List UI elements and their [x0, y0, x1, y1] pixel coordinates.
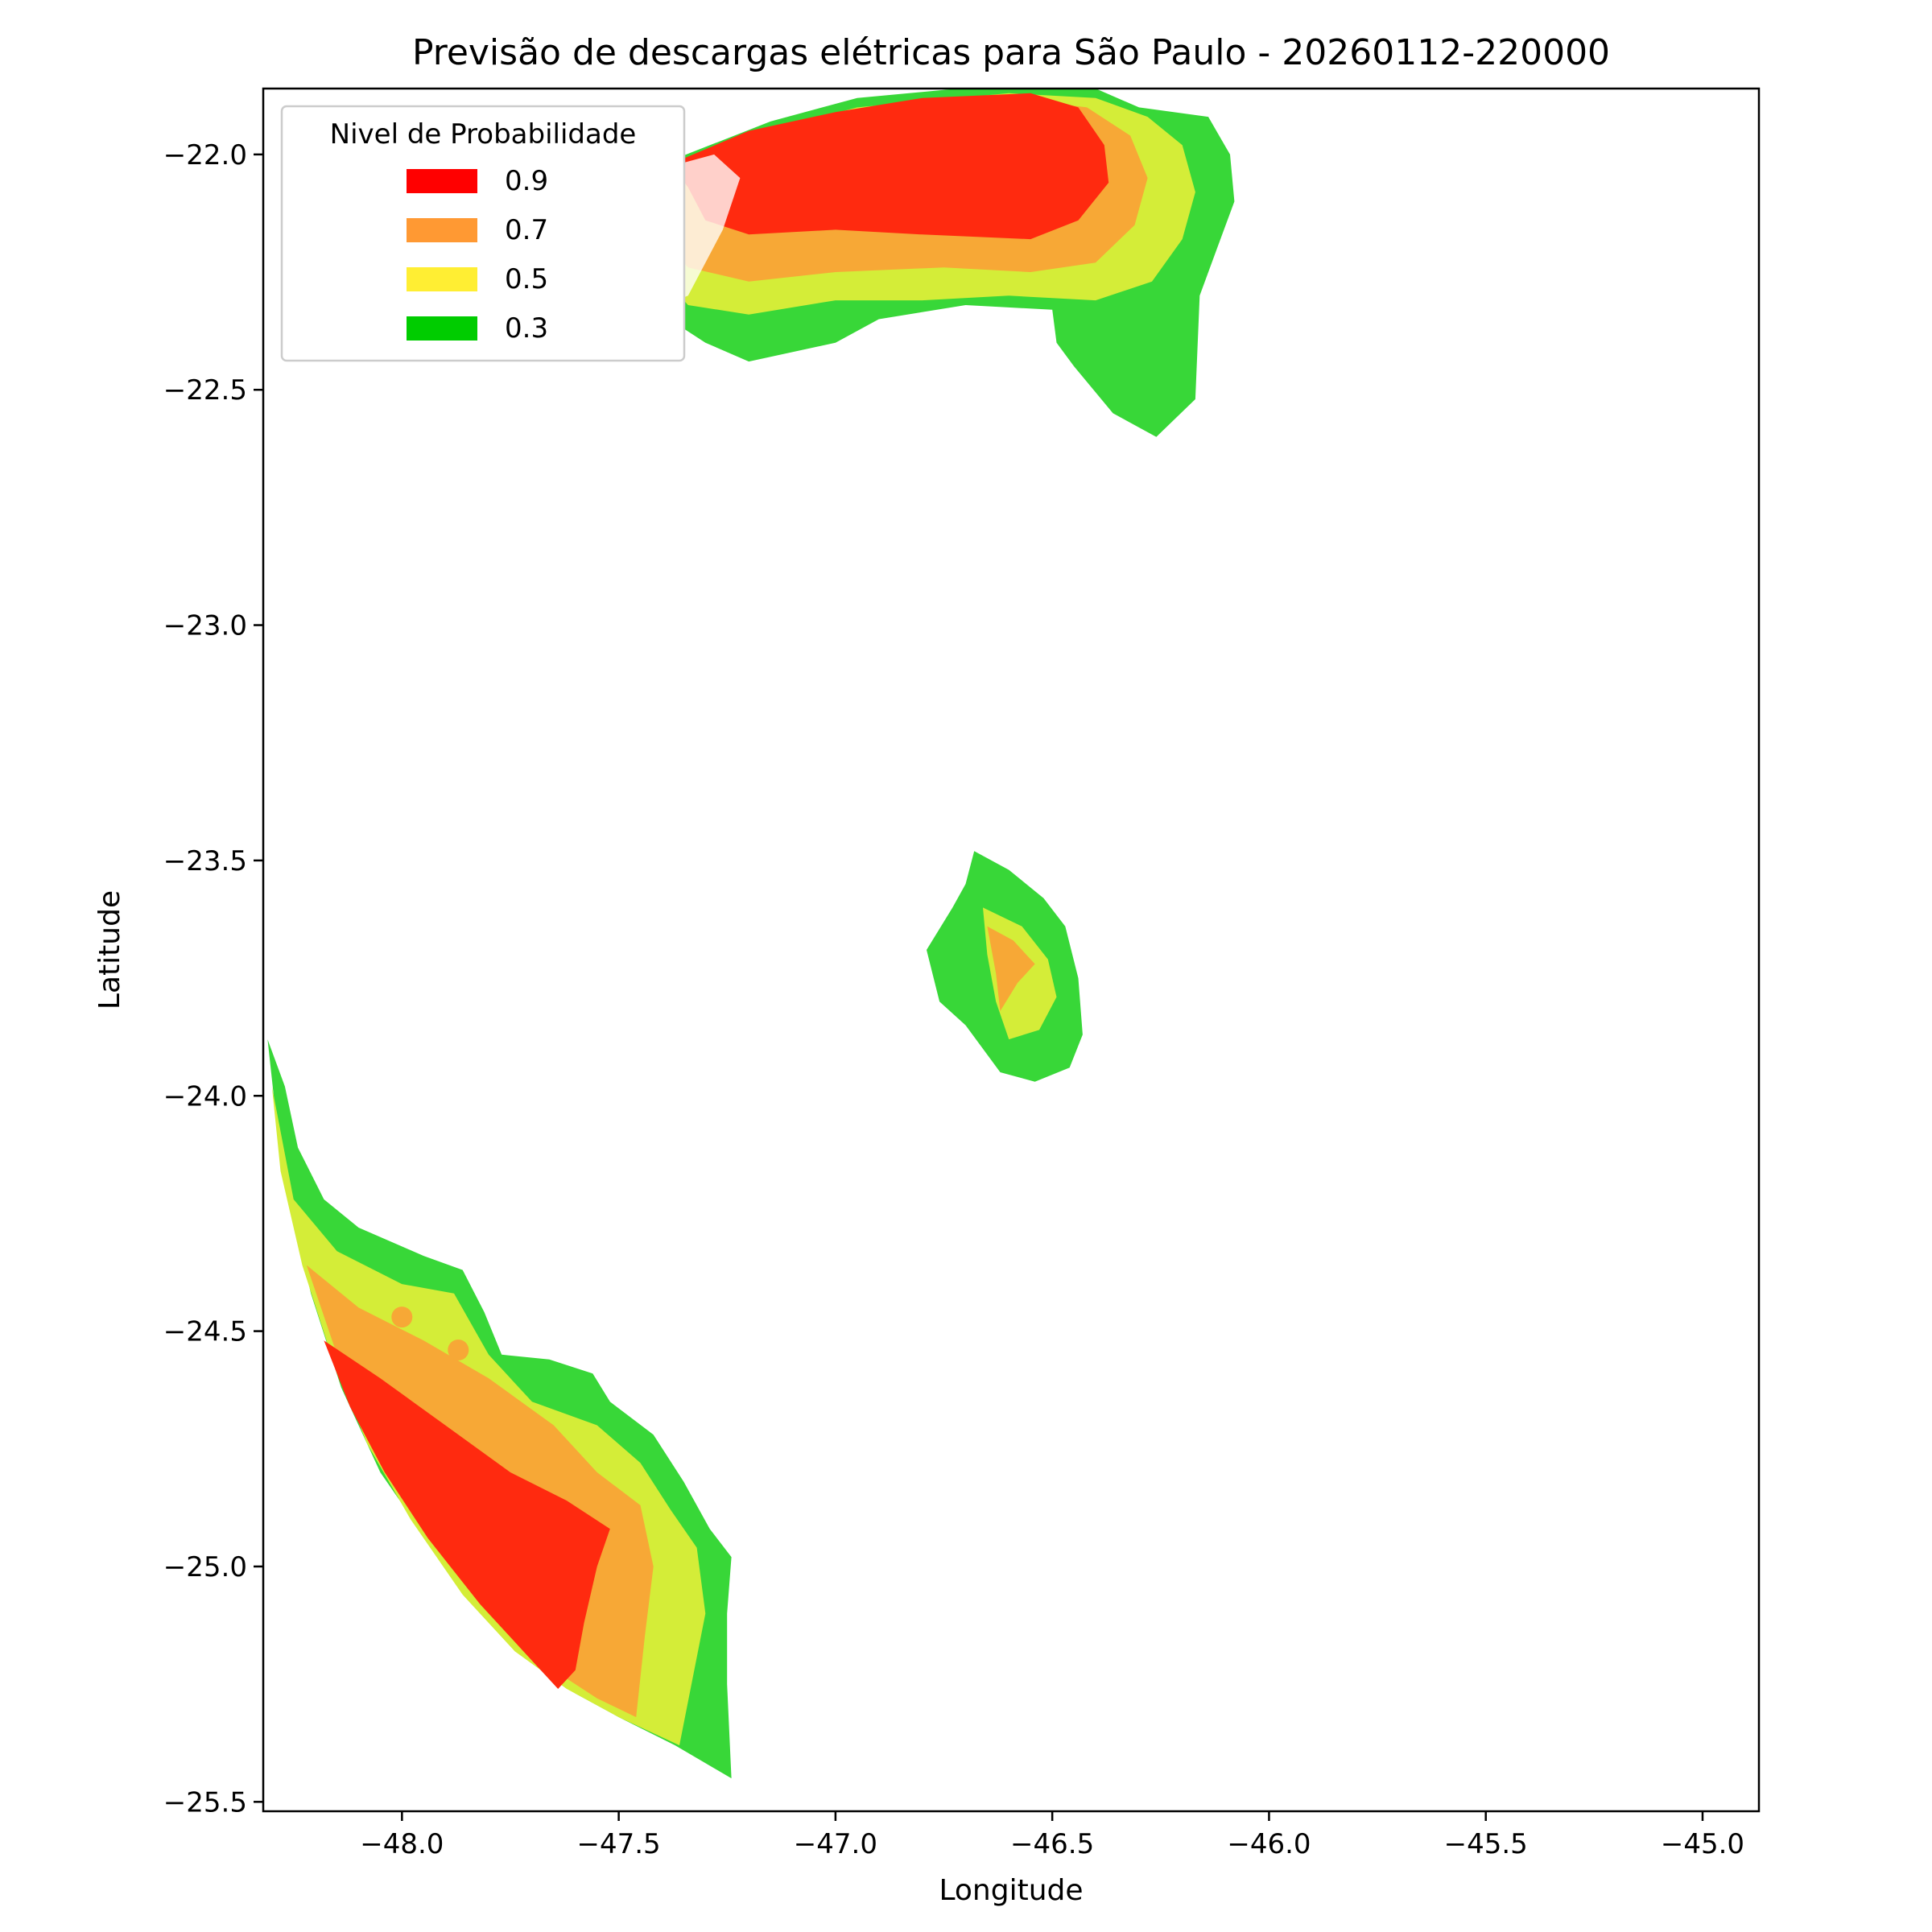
contour-north-cell-09: [671, 93, 1109, 240]
legend-swatch-05: [407, 267, 477, 291]
region-north-cell: [592, 89, 1235, 437]
legend-swatch-07: [407, 218, 477, 242]
y-axis: −22.0 −22.5 −23.0 −23.5 −24.0 −24.5 −25.0 −25.5: [163, 139, 263, 1818]
x-axis-label: Longitude: [939, 1874, 1083, 1907]
chart-title: Previsão de descargas elétricas para São…: [412, 32, 1610, 73]
legend-label-07: 0.7: [505, 214, 548, 246]
plot-area: [267, 89, 1235, 1779]
x-tick-label: −46.5: [1010, 1828, 1094, 1860]
y-axis-label: Latitude: [93, 890, 126, 1009]
y-tick-label: −25.5: [163, 1786, 247, 1818]
legend-box: [280, 105, 686, 362]
x-tick-label: −47.0: [794, 1828, 877, 1860]
legend: Nivel de Probabilidade 0.9 0.7 0.5 0.3: [280, 105, 686, 362]
contour-dot-southwest-cell-0: [391, 1307, 413, 1328]
y-tick-label: −23.0: [163, 610, 247, 642]
legend-label-03: 0.3: [505, 312, 548, 345]
y-tick-label: −24.5: [163, 1316, 247, 1348]
x-tick-label: −48.0: [360, 1828, 444, 1860]
legend-swatch-03: [407, 316, 477, 341]
y-tick-label: −25.0: [163, 1551, 247, 1583]
region-central-cell: [927, 851, 1083, 1082]
x-axis: −48.0 −47.5 −47.0 −46.5 −46.0 −45.5 −45.0: [360, 1811, 1744, 1860]
x-tick-label: −45.5: [1444, 1828, 1528, 1860]
x-tick-label: −46.0: [1227, 1828, 1311, 1860]
legend-title: Nivel de Probabilidade: [330, 118, 637, 151]
legend-label-05: 0.5: [505, 263, 548, 295]
y-tick-label: −24.0: [163, 1080, 247, 1113]
y-tick-label: −22.5: [163, 374, 247, 407]
x-tick-label: −47.5: [577, 1828, 661, 1860]
y-tick-label: −22.0: [163, 139, 247, 171]
x-tick-label: −45.0: [1661, 1828, 1744, 1860]
contour-central-cell-07: [987, 926, 1035, 1011]
legend-label-09: 0.9: [505, 165, 548, 197]
y-tick-label: −23.5: [163, 845, 247, 877]
region-southwest-cell: [267, 1039, 732, 1779]
plot-frame: [262, 87, 1761, 1813]
legend-swatch-09: [407, 169, 477, 193]
contour-dot-southwest-cell-1: [448, 1340, 469, 1360]
contour-southwest-cell-09: [324, 1340, 610, 1689]
